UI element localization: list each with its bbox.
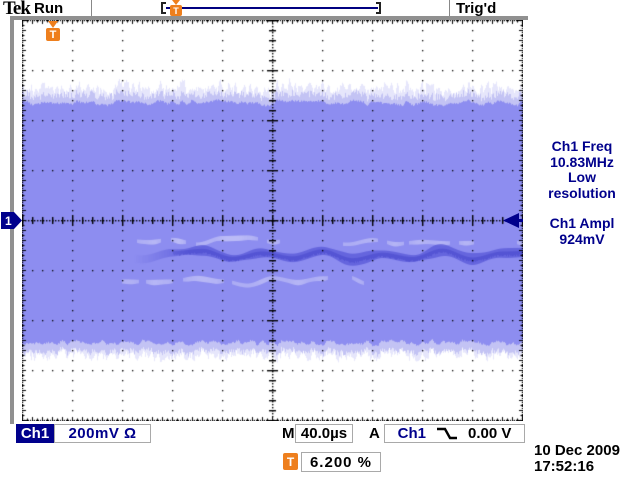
datetime: 10 Dec 2009 17:52:16	[534, 443, 620, 474]
date: 10 Dec 2009	[534, 442, 620, 459]
trigger-source-label: A	[369, 425, 380, 442]
measurement-gap	[526, 201, 638, 216]
header-divider	[449, 0, 450, 16]
waveform-display	[22, 20, 523, 421]
record-view-right-bracket	[376, 2, 381, 14]
acquisition-status: Run	[34, 0, 64, 17]
trigger-source: Ch1	[397, 425, 426, 442]
timebase-label: M	[282, 425, 295, 442]
channel1-badge: Ch1	[16, 424, 54, 443]
record-view-left-bracket	[161, 2, 166, 14]
timebase-readout: 40.0µs	[295, 424, 353, 443]
tek-logo: Tek	[3, 0, 31, 19]
ch1-freq-label: Ch1 Freq	[551, 138, 613, 154]
trigger-level: 0.00 V	[467, 425, 512, 442]
header-divider	[91, 0, 92, 16]
channel1-ground-marker: 1	[1, 212, 22, 229]
trigger-level-arrow-tail	[517, 219, 523, 222]
trigger-letter: T	[170, 5, 182, 16]
trigger-position-readout: 6.200 %	[301, 452, 381, 472]
channel1-ground-label: 1	[5, 213, 12, 228]
trigger-readout: Ch1 0.00 V	[384, 424, 525, 443]
trigger-status: Trig'd	[456, 0, 497, 17]
time: 17:52:16	[534, 457, 595, 475]
trigger-percent-icon: T	[283, 453, 298, 470]
freq-warning-line1: Low	[568, 169, 596, 185]
graticule-frame-top	[10, 16, 528, 20]
ch1-freq-value: 10.83MHz	[550, 153, 614, 170]
ch1-ampl-label: Ch1 Ampl	[549, 215, 615, 231]
record-view-trigger-icon: T	[170, 0, 182, 16]
freq-warning-line2: resolution	[548, 184, 616, 201]
trigger-position-marker: T	[46, 21, 60, 41]
ch1-ampl-value: 924mV	[559, 230, 605, 247]
record-view-line	[166, 7, 378, 9]
trigger-letter: T	[283, 453, 298, 470]
trigger-pointer-icon	[48, 21, 58, 28]
trigger-letter: T	[46, 28, 60, 41]
channel1-scale-readout: 200mV Ω	[54, 424, 151, 443]
measurement-readout: Ch1 Freq 10.83MHz Low resolution Ch1 Amp…	[526, 138, 638, 247]
trigger-pointer-icon	[172, 0, 180, 5]
falling-edge-icon	[436, 427, 457, 439]
